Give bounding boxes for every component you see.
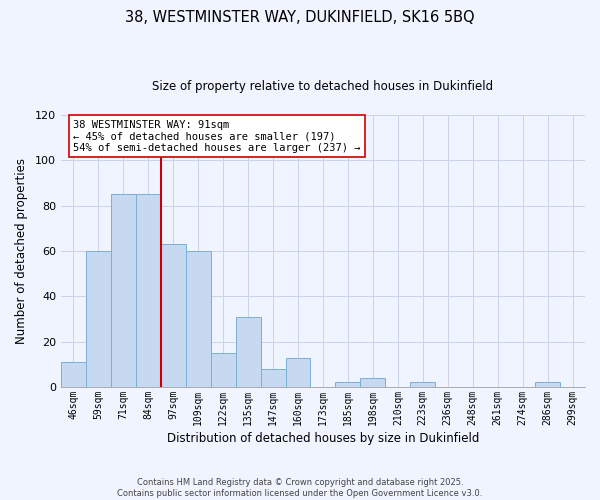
Bar bbox=[186, 251, 211, 387]
Bar bbox=[535, 382, 560, 387]
Bar bbox=[361, 378, 385, 387]
Bar bbox=[260, 369, 286, 387]
Bar bbox=[161, 244, 186, 387]
Title: Size of property relative to detached houses in Dukinfield: Size of property relative to detached ho… bbox=[152, 80, 494, 93]
Bar bbox=[286, 358, 310, 387]
Bar bbox=[211, 353, 236, 387]
X-axis label: Distribution of detached houses by size in Dukinfield: Distribution of detached houses by size … bbox=[167, 432, 479, 445]
Y-axis label: Number of detached properties: Number of detached properties bbox=[15, 158, 28, 344]
Text: Contains HM Land Registry data © Crown copyright and database right 2025.
Contai: Contains HM Land Registry data © Crown c… bbox=[118, 478, 482, 498]
Bar bbox=[111, 194, 136, 387]
Bar bbox=[61, 362, 86, 387]
Text: 38 WESTMINSTER WAY: 91sqm
← 45% of detached houses are smaller (197)
54% of semi: 38 WESTMINSTER WAY: 91sqm ← 45% of detac… bbox=[73, 120, 361, 152]
Text: 38, WESTMINSTER WAY, DUKINFIELD, SK16 5BQ: 38, WESTMINSTER WAY, DUKINFIELD, SK16 5B… bbox=[125, 10, 475, 25]
Bar bbox=[335, 382, 361, 387]
Bar bbox=[236, 317, 260, 387]
Bar bbox=[86, 251, 111, 387]
Bar bbox=[410, 382, 435, 387]
Bar bbox=[136, 194, 161, 387]
